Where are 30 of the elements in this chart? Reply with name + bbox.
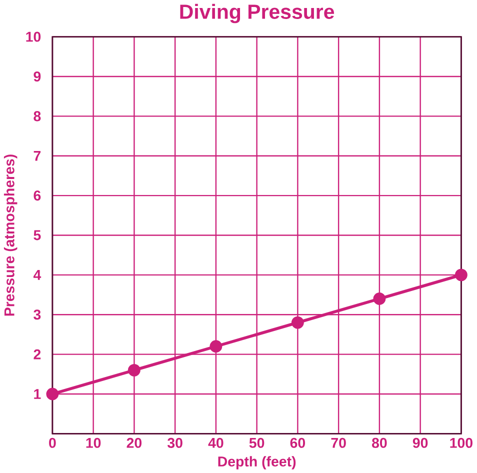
x-tick-label: 90 [412, 438, 428, 448]
y-tick-label: 1 [34, 388, 41, 399]
y-tick-label: 5 [34, 230, 41, 240]
y-tick-label: 7 [34, 150, 41, 161]
y-tick-label: 4 [33, 270, 42, 280]
x-tick-label: 100 [450, 438, 472, 448]
y-tick-label: 2 [34, 349, 41, 360]
x-tick-label: 50 [249, 438, 264, 448]
y-tick-label: 6 [34, 190, 41, 200]
x-tick-label: 60 [290, 438, 306, 448]
x-tick-label: 40 [208, 438, 224, 448]
point [454, 268, 468, 282]
y-tick-label: 8 [34, 110, 41, 122]
y-tick-label: 3 [34, 309, 41, 320]
point [46, 388, 59, 400]
point [210, 340, 222, 352]
x-tick-label: 30 [168, 438, 182, 448]
x-tick-label: 0 [49, 438, 56, 448]
chart-title: Diving Pressure [180, 4, 334, 23]
x-axis-title: Depth (feet) [218, 456, 296, 470]
x-tick-label: 80 [372, 438, 387, 448]
y-tick-label: 10 [26, 32, 41, 42]
y-tick-label: 9 [34, 71, 41, 82]
point [373, 292, 386, 305]
x-tick-label: 10 [86, 438, 101, 448]
point [291, 316, 304, 329]
x-tick-label: 70 [331, 438, 346, 448]
x-tick-label: 20 [126, 438, 142, 448]
point [128, 364, 140, 376]
y-axis-title: Pressure (atmospheres) [4, 154, 18, 316]
